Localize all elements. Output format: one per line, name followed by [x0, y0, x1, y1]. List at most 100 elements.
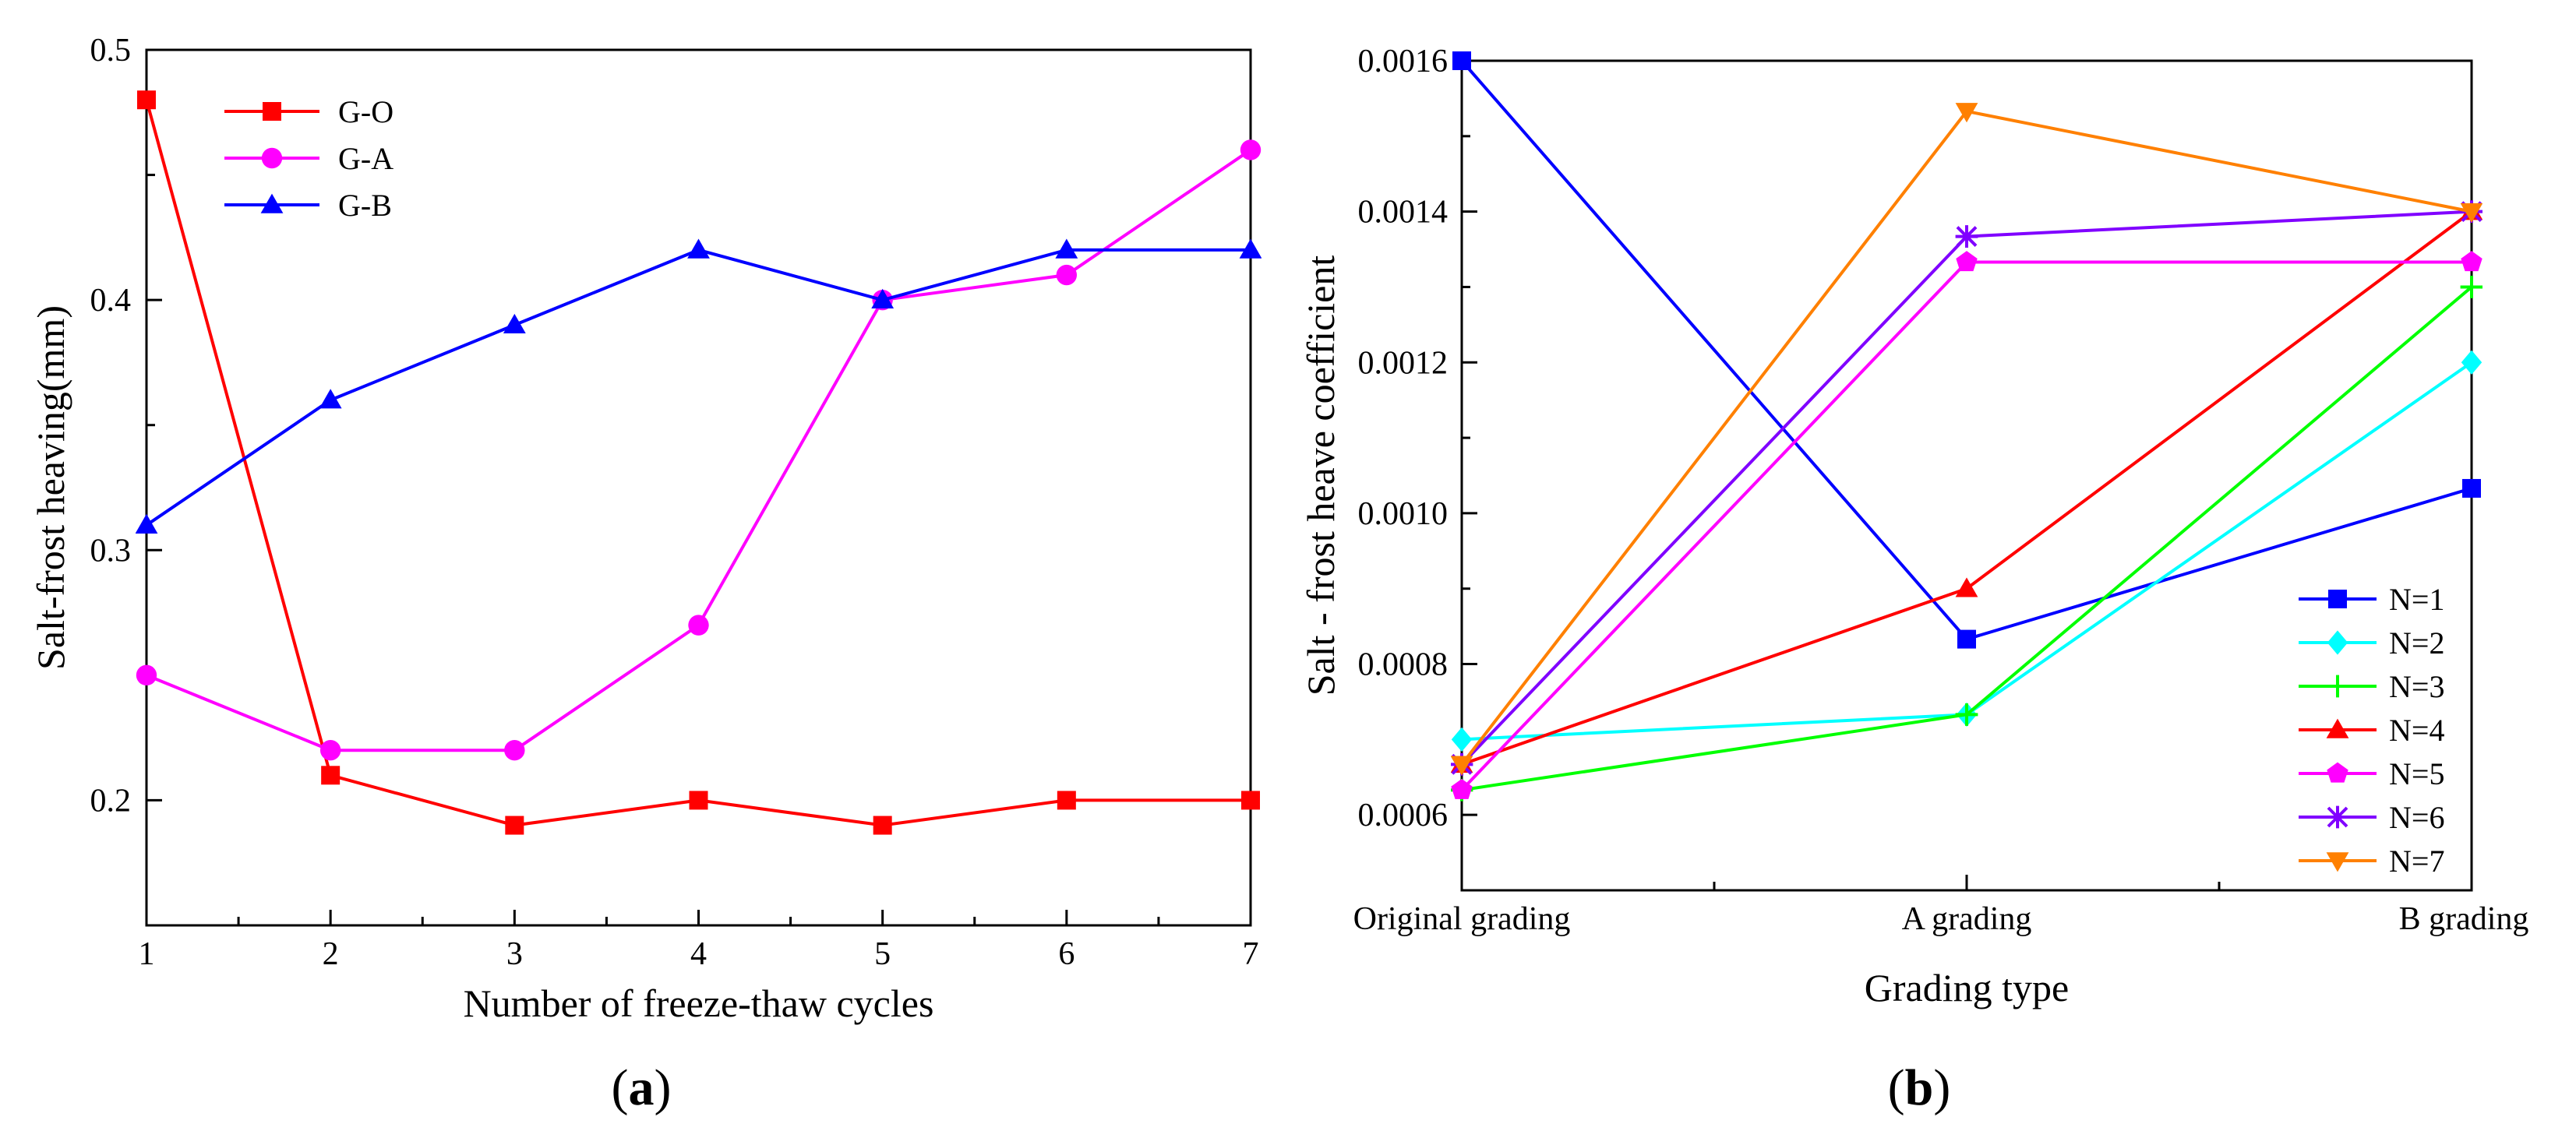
y-tick-label: 0.0014 — [1358, 195, 1449, 231]
data-point-G-B — [503, 313, 526, 334]
chart-panel-a: 1 2 3 4 5 6 7 0.2 0.3 0.4 0.5 G-O G-A G-B Number of fr… — [29, 33, 1262, 1116]
legend: N=1 N=2 N=3 N=4 N=5 N=6 N=7 — [2299, 582, 2444, 879]
data-point-G-O — [321, 766, 341, 785]
data-point-N=4 — [1955, 577, 1978, 597]
legend-label: G-O — [338, 94, 393, 129]
y-tick-label: 0.3 — [90, 533, 132, 569]
y-tick-label: 0.2 — [90, 783, 132, 819]
data-point-N=3 — [1955, 703, 1978, 726]
y-axis-title: Salt - frost heave coefficient — [1299, 255, 1343, 696]
y-tick-label: 0.0010 — [1358, 496, 1449, 532]
legend-label: G-A — [338, 141, 393, 176]
x-tick-label: 7 — [1243, 936, 1259, 972]
data-point-G-A — [1240, 139, 1262, 160]
series-line-N=7 — [1460, 109, 2472, 766]
legend-label: N=2 — [2389, 625, 2444, 661]
y-tick-label: 0.5 — [90, 33, 132, 69]
series-line-N=1 — [1460, 59, 2472, 641]
x-tick-label: Original grading — [1353, 901, 1571, 937]
legend-label: N=3 — [2389, 669, 2444, 704]
x-tick-label: 4 — [690, 936, 707, 972]
legend-marker-N=6 — [2326, 805, 2349, 829]
legend-label: N=1 — [2389, 582, 2444, 617]
x-axis-title: Grading type — [1865, 966, 2069, 1009]
data-point-N=5 — [1956, 251, 1978, 272]
data-point-N=7 — [1451, 756, 1473, 776]
x-tick-label: B grading — [2399, 901, 2529, 937]
panel-label-a: (a) — [612, 1059, 672, 1116]
data-point-G-B — [319, 389, 342, 409]
legend-label: N=6 — [2389, 800, 2444, 835]
data-point-N=1 — [1452, 51, 1471, 70]
panel-letter: a — [629, 1059, 655, 1116]
series-line-N=6 — [1460, 210, 2472, 766]
data-point-G-B — [687, 238, 710, 259]
chart-panel-b: Original grading A grading B grading 0.0006… — [1299, 44, 2528, 1116]
y-tick-label: 0.0012 — [1358, 345, 1449, 381]
series-line-N=2 — [1461, 361, 2473, 742]
data-point-N=7 — [2460, 203, 2482, 224]
x-tick-label: 2 — [323, 936, 339, 972]
y-axis-title: Salt-frost heaving(mm) — [29, 305, 72, 670]
data-point-N=3 — [2460, 276, 2482, 298]
data-point-N=2 — [1451, 727, 1473, 752]
legend-marker-N=4 — [2326, 718, 2349, 738]
series-group — [136, 90, 1262, 835]
y-tick-label: 0.0006 — [1358, 798, 1449, 833]
data-point-N=5 — [2461, 251, 2482, 272]
y-tick-label: 0.0008 — [1358, 647, 1449, 683]
legend: G-O G-A G-B — [224, 94, 393, 223]
x-tick-label: 3 — [506, 936, 523, 972]
legend-label: N=4 — [2389, 713, 2444, 748]
legend-label: N=7 — [2389, 844, 2444, 879]
data-point-G-A — [504, 740, 525, 761]
data-point-N=7 — [1955, 103, 1978, 123]
data-point-G-B — [1055, 238, 1078, 259]
data-point-G-O — [873, 816, 892, 835]
data-point-G-B — [136, 513, 158, 534]
y-tick-label: 0.4 — [90, 283, 132, 319]
data-point-N=2 — [2461, 350, 2482, 375]
x-tick-label: 6 — [1058, 936, 1075, 972]
x-axis-title: Number of freeze-thaw cycles — [464, 981, 934, 1025]
legend-marker-N=2 — [2327, 630, 2348, 655]
x-tick-label: A grading — [1902, 901, 2032, 937]
data-point-G-A — [688, 615, 709, 636]
legend-marker-N=1 — [2328, 590, 2347, 608]
data-point-G-O — [1057, 791, 1076, 810]
data-point-G-A — [136, 664, 157, 686]
data-point-G-A — [1056, 264, 1078, 286]
x-tick-label: 5 — [874, 936, 891, 972]
data-point-N=5 — [1451, 778, 1473, 799]
data-point-G-B — [1239, 238, 1262, 259]
panel-paren: ) — [1933, 1059, 1950, 1116]
series-line-N=4 — [1461, 210, 2473, 766]
legend-marker-N=5 — [2327, 762, 2348, 783]
panel-paren: ) — [655, 1059, 672, 1116]
data-point-G-O — [689, 791, 708, 810]
data-point-G-B — [871, 288, 895, 308]
data-point-N=1 — [2462, 478, 2481, 498]
data-point-G-A — [319, 740, 341, 761]
panel-paren: ( — [612, 1059, 629, 1116]
data-point-G-O — [1241, 791, 1260, 810]
data-point-N=1 — [1957, 629, 1976, 649]
data-point-N=6 — [1955, 225, 1978, 248]
legend-marker-G-B — [260, 193, 284, 213]
x-tick-label: 1 — [139, 936, 155, 972]
panel-label-b: (b) — [1888, 1059, 1951, 1116]
legend-label: N=5 — [2389, 756, 2444, 791]
legend-marker-N=3 — [2326, 675, 2349, 698]
data-point-G-O — [505, 816, 524, 835]
panel-letter: b — [1905, 1059, 1934, 1116]
data-point-G-O — [137, 90, 156, 110]
legend-marker-N=7 — [2326, 852, 2349, 872]
series-line-G-O — [145, 99, 1251, 827]
legend-marker-G-O — [263, 102, 281, 121]
legend-label: G-B — [338, 188, 392, 223]
panel-paren: ( — [1888, 1059, 1905, 1116]
series-group — [1451, 51, 2482, 802]
legend-marker-G-A — [261, 147, 283, 169]
y-tick-label: 0.0016 — [1358, 44, 1449, 79]
